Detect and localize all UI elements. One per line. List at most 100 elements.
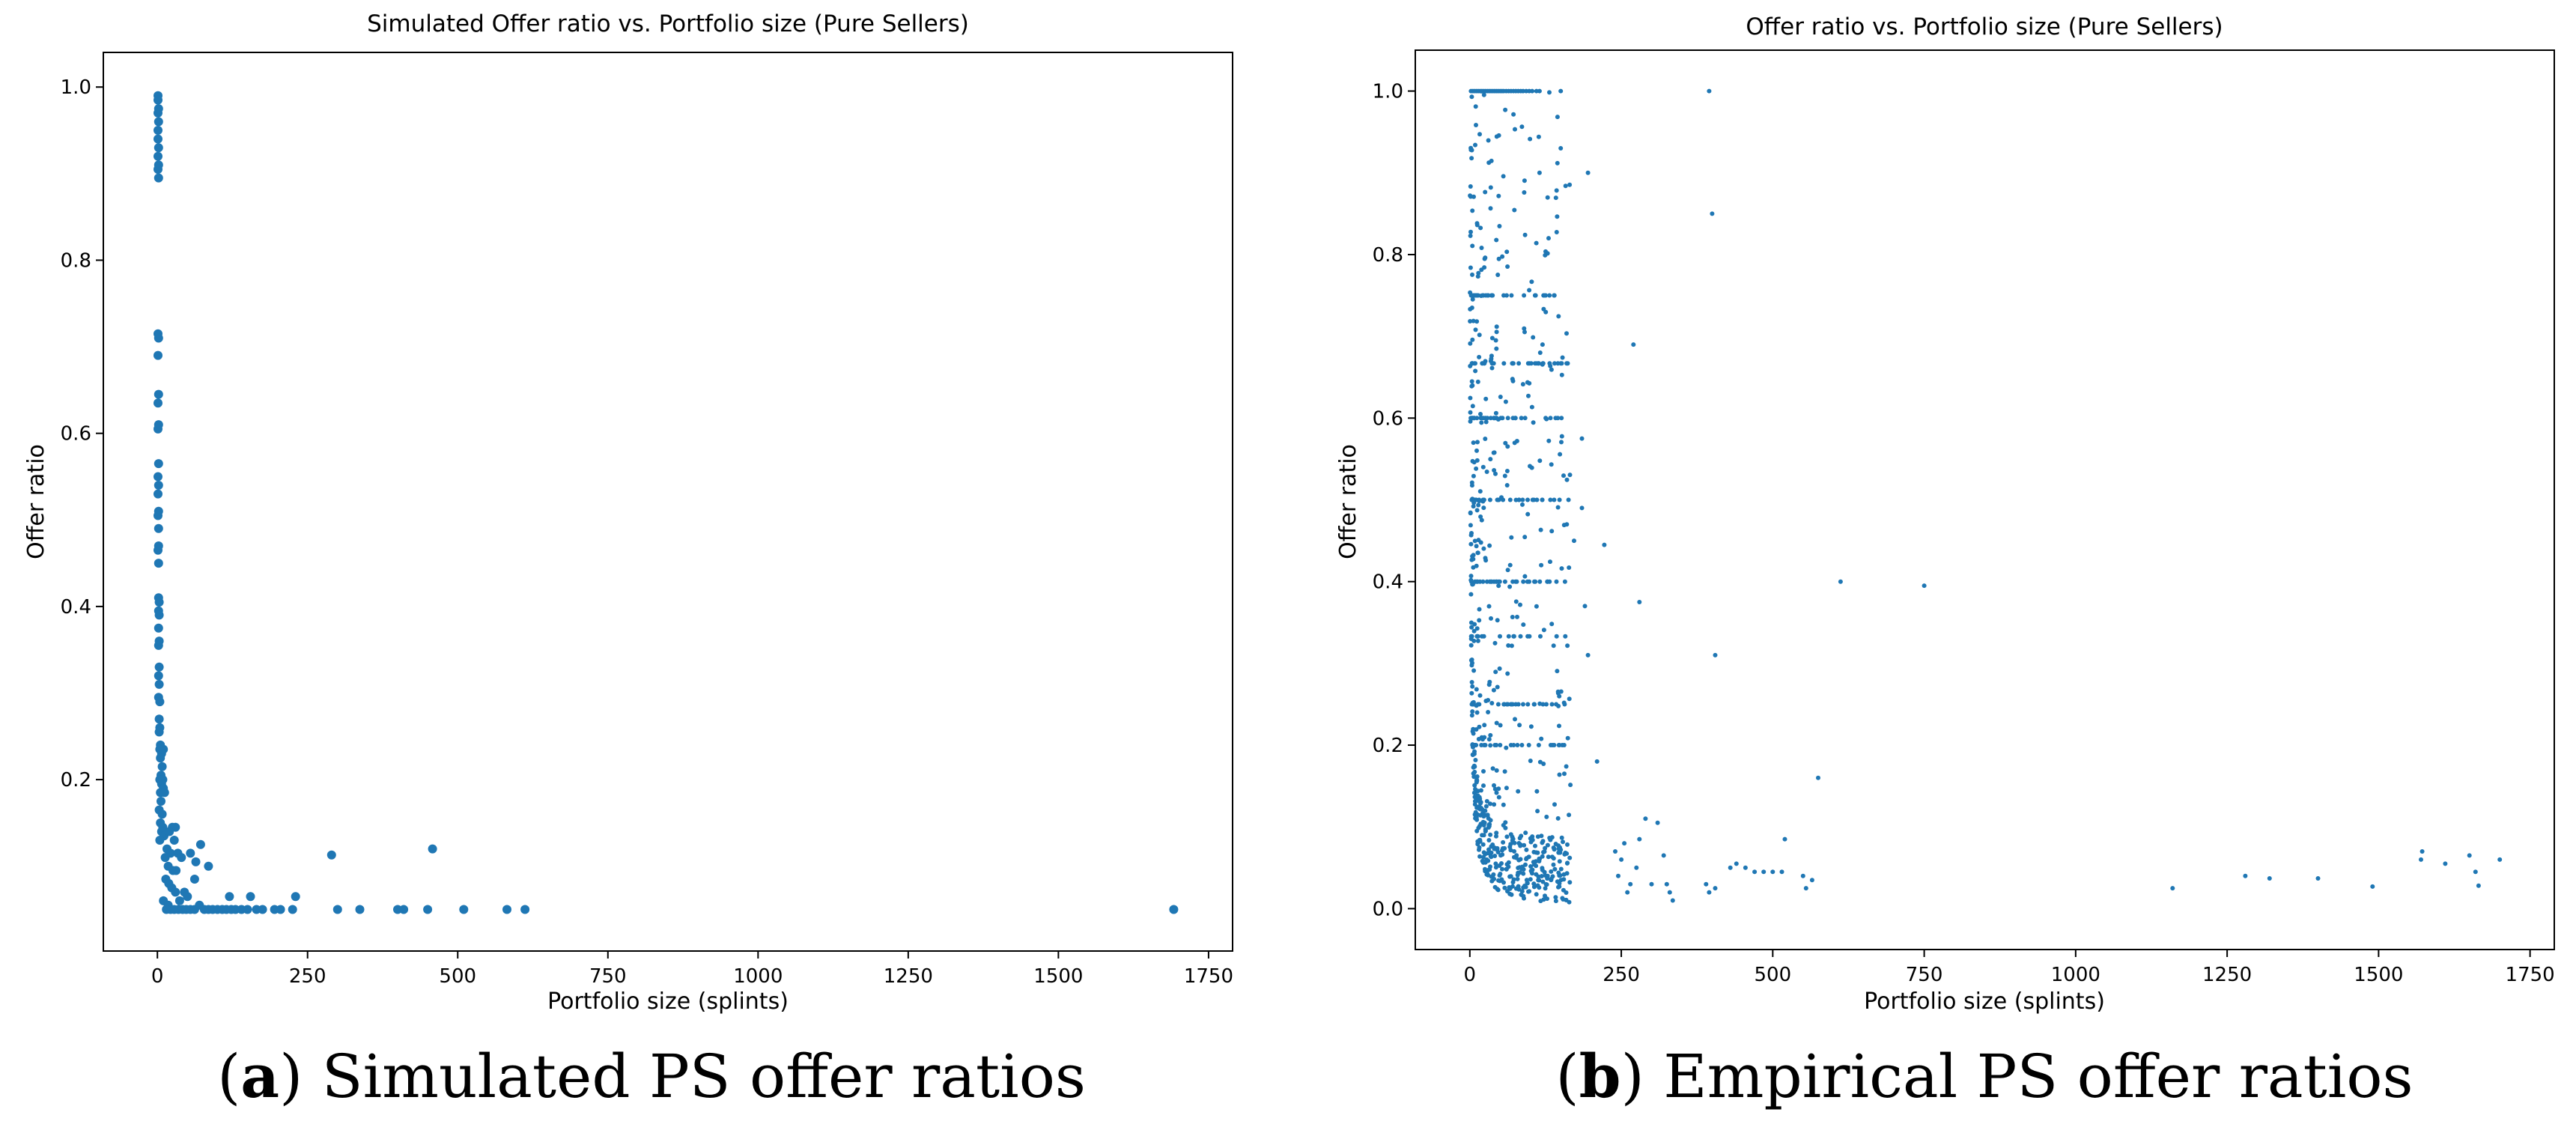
panel-a-data-point [171,866,181,875]
panel-b-data-point [1510,361,1515,366]
panel-a-x-axis-label: Portfolio size (splints) [547,988,789,1015]
panel-b-data-point [1488,732,1493,738]
panel-a-data-point [165,827,174,836]
panel-b-data-point [1498,723,1503,728]
panel-b-data-point [1713,652,1718,657]
panel-b-data-point [1567,880,1573,885]
panel-a-points [154,91,1179,914]
panel-a-data-point [156,753,165,763]
panel-b-data-point [1483,743,1488,747]
panel-b-data-point [1484,799,1489,804]
panel-b-data-point [1565,860,1570,866]
panel-b-data-point [1546,854,1551,860]
panel-b-data-point [1554,579,1559,584]
panel-b-data-point [1500,254,1505,259]
x-tick-label: 1250 [2202,964,2252,986]
panel-b-data-point [1493,471,1498,476]
panel-b-data-point [1557,772,1562,777]
panel-b-data-point [1670,898,1675,903]
panel-b-data-point [1494,579,1499,584]
panel-a-data-point [154,714,164,724]
x-tick-label: 1000 [2051,964,2100,986]
panel-b-data-point [1485,293,1490,298]
panel-b-data-point [1514,439,1519,443]
panel-a-data-point [183,892,192,902]
panel-b-data-point [1493,338,1498,343]
panel-b-data-point [1471,194,1476,199]
panel-b-data-point [1511,743,1516,747]
panel-b-data-point [1474,563,1479,568]
panel-b-data-point [1838,579,1843,584]
panel-b-data-point [1486,872,1491,878]
panel-b-data-point [1552,497,1557,502]
panel-a-data-point [326,850,336,860]
panel-a-x-ticks: 0 250 500 750 1000 1250 1500 1750 [151,951,1233,988]
panel-a-data-point [155,836,165,845]
panel-b-data-point [1556,703,1561,708]
panel-b-data-point [1567,473,1573,478]
panel-b-data-point [1559,440,1564,445]
panel-b-data-point [1489,854,1494,860]
panel-b-data-point [1483,808,1488,813]
panel-b-data-point [1526,743,1531,747]
panel-b-data-point [1500,866,1504,872]
panel-b-data-point [1761,869,1767,875]
panel-b-data-point [1509,535,1514,540]
panel-b-y-axis-label: Offer ratio [1335,444,1361,559]
panel-a-data-point [154,545,162,555]
panel-b-data-point [1471,774,1477,780]
panel-b-data-point [1549,622,1555,627]
x-tick-label: 0 [151,965,164,988]
panel-b-data-point [1486,604,1492,609]
panel-b-data-point [1505,671,1510,676]
panel-b-data-point [1541,762,1546,766]
panel-b-data-point [1513,497,1519,502]
panel-b-data-point [1474,727,1479,732]
panel-b-data-point [1504,786,1509,791]
panel-b-data-point [1479,743,1484,747]
panel-b-data-point [1468,419,1473,424]
panel-b-data-point [1562,851,1567,857]
caption-a-text: Simulated PS offer ratios [303,1042,1086,1111]
panel-b-data-point [1558,88,1564,94]
panel-b-data-point [1540,839,1546,844]
panel-b-data-point [1563,183,1568,189]
panel-b-data-point [1534,497,1540,502]
panel-b-data-point [1555,879,1560,884]
panel-b-data-point [1752,869,1758,875]
panel-b-data-point [1566,497,1571,502]
panel-b-data-point [1507,584,1513,589]
panel-b-data-point [1513,127,1517,132]
panel-b-data-point [1510,378,1516,383]
panel-b-data-point [1523,884,1528,890]
panel-b-data-point [1563,634,1568,639]
panel-b-data-point [1554,230,1559,234]
panel-b-data-point [1492,468,1497,473]
panel-b-data-point [1622,841,1627,846]
y-tick-label: 0.4 [1373,571,1403,594]
panel-b-data-point [1557,884,1562,889]
panel-b-data-point [1476,737,1481,741]
panel-b-data-point [1497,579,1502,584]
panel-b-data-point [1503,399,1508,404]
panel-b-data-point [1496,193,1501,198]
panel-b-data-point [1492,783,1496,788]
panel-b-data-point [1483,437,1488,441]
panel-b-data-point [1468,523,1473,528]
panel-b-data-point [1545,842,1550,848]
panel-b-data-point [1527,361,1532,366]
panel-b-data-point [1560,743,1565,747]
panel-b-data-point [1471,790,1477,795]
panel-b-data-point [1649,881,1654,887]
panel-b-data-point [1553,842,1558,846]
panel-b-data-point [1474,123,1478,127]
panel-b-data-point [1483,804,1489,809]
panel-b-data-point [1513,599,1519,604]
panel-b-data-point [1543,881,1549,887]
panel-b-data-point [1549,854,1555,860]
panel-b-data-point [1585,170,1591,175]
panel-b-data-point [1557,859,1562,864]
panel-b-data-point [1555,160,1560,165]
x-tick-label: 1750 [2506,964,2555,986]
panel-b-data-point [1564,764,1569,769]
